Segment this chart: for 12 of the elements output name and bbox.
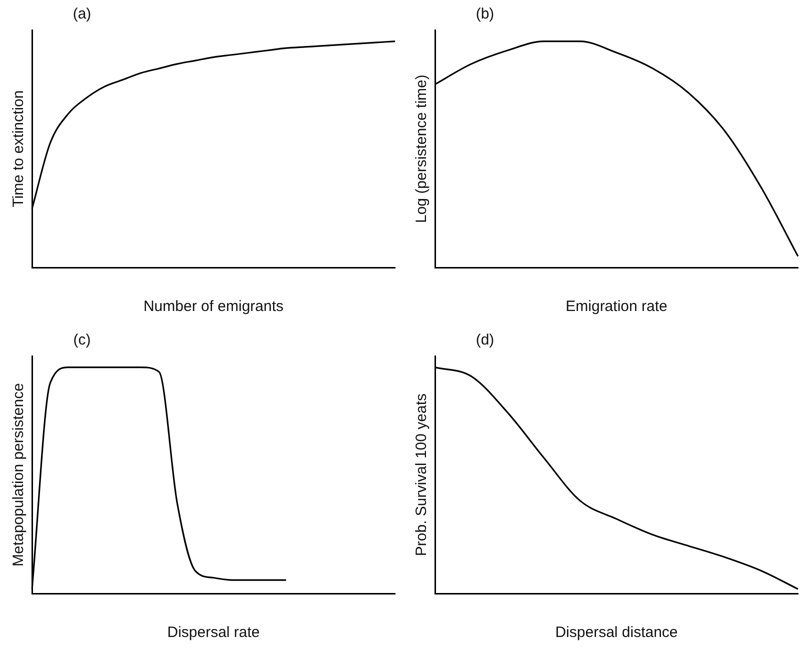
y-axis-title: Prob. Survival 100 yeats: [413, 394, 430, 556]
x-axis-title: Number of emigrants: [143, 298, 284, 316]
y-axis-title: Metapopulation persistence: [10, 383, 28, 567]
chart-title: (b): [476, 6, 494, 23]
x-axis-title: Dispersal rate: [167, 624, 260, 642]
chart-title: (a): [72, 6, 92, 23]
y-axis-title: Time to extinction: [10, 90, 28, 208]
chart-title: (c): [73, 332, 91, 349]
y-axis-title: Log (persistence time): [413, 74, 430, 224]
x-axis-title: Emigration rate: [566, 298, 668, 316]
x-axis-title: Dispersal distance: [555, 624, 678, 642]
chart-title: (d): [476, 332, 494, 349]
